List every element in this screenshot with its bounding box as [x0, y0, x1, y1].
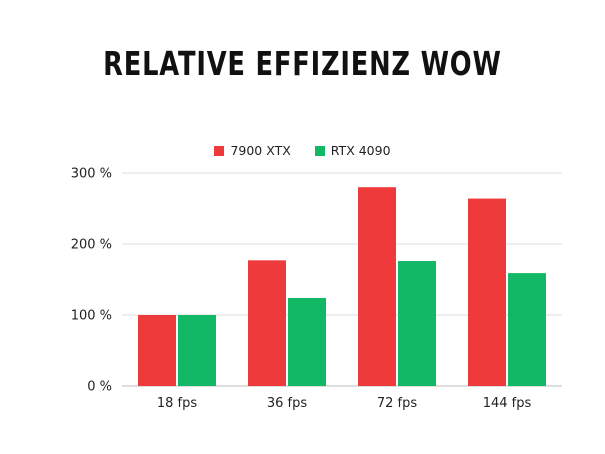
x-tick-label: 144 fps: [483, 396, 532, 411]
bar: [508, 273, 546, 386]
x-tick-label: 18 fps: [157, 396, 198, 411]
bar: [178, 315, 216, 386]
legend-swatch-series-2: [314, 145, 325, 156]
y-tick-label: 300 %: [71, 167, 112, 182]
y-tick-label: 100 %: [71, 309, 112, 324]
legend-item-series-1: 7900 XTX: [214, 143, 291, 158]
legend-swatch-series-1: [214, 145, 225, 156]
legend: 7900 XTX RTX 4090: [0, 143, 605, 158]
x-tick-label: 36 fps: [267, 396, 308, 411]
bar: [288, 297, 326, 386]
bar: [358, 187, 396, 386]
bar: [138, 315, 176, 386]
bar: [398, 261, 436, 386]
x-tick-label: 72 fps: [377, 396, 418, 411]
legend-item-series-2: RTX 4090: [314, 143, 391, 158]
chart-title: RELATIVE EFFIZIENZ WOW: [103, 44, 502, 83]
legend-label-series-2: RTX 4090: [330, 143, 391, 158]
legend-label-series-1: 7900 XTX: [230, 143, 291, 158]
y-tick-label: 0 %: [87, 380, 112, 395]
bar: [248, 260, 286, 386]
y-tick-label: 200 %: [71, 238, 112, 253]
bar: [468, 198, 506, 386]
